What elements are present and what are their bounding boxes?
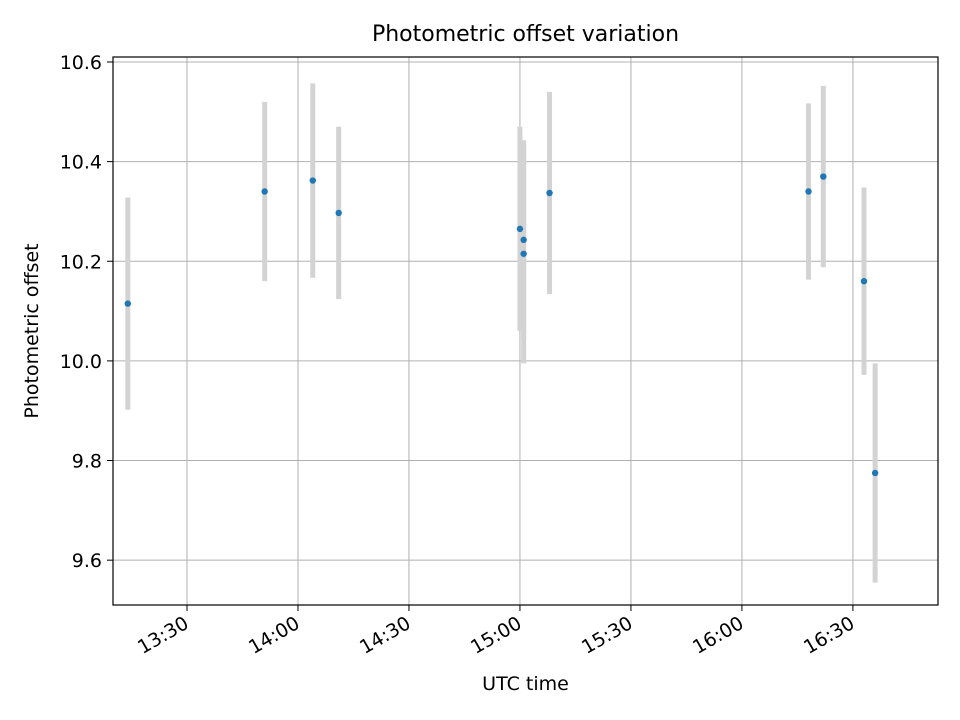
data-point (871, 469, 879, 477)
data-point (261, 188, 268, 195)
x-tick-label: 15:00 (467, 612, 525, 658)
y-tick-label: 10.2 (60, 251, 102, 273)
y-tick-label: 9.6 (72, 550, 102, 572)
data-point (805, 188, 812, 195)
data-point (124, 300, 131, 307)
plot-frame (112, 56, 939, 606)
y-axis-label: Photometric offset (21, 243, 43, 419)
x-tick-label: 16:30 (800, 612, 858, 658)
x-tick-label: 13:30 (134, 612, 192, 658)
data-point (820, 173, 827, 180)
data-point (520, 250, 527, 257)
data-point (860, 277, 868, 285)
x-tick-label: 14:30 (356, 612, 414, 658)
y-tick-label: 10.0 (60, 351, 102, 373)
chart-title: Photometric offset variation (371, 22, 680, 47)
ticks-layer: 13:30 14:00 14:30 15:00 15:30 16:00 16:30 9.6 9.… (60, 52, 859, 659)
y-tick-label: 9.8 (72, 451, 102, 473)
x-tick-label: 16:00 (689, 612, 747, 658)
data-points-layer (124, 173, 879, 477)
x-axis-label: UTC time (482, 673, 569, 695)
data-point (520, 236, 527, 244)
y-tick-label: 10.6 (60, 52, 102, 74)
x-tick-label: 15:30 (578, 612, 636, 658)
data-point (335, 209, 342, 217)
data-point (546, 189, 553, 197)
x-tick-label: 14:00 (245, 612, 303, 658)
y-tick-label: 10.4 (60, 152, 102, 174)
error-bars-layer (125, 83, 878, 583)
data-point (309, 177, 316, 184)
data-point (516, 225, 524, 233)
